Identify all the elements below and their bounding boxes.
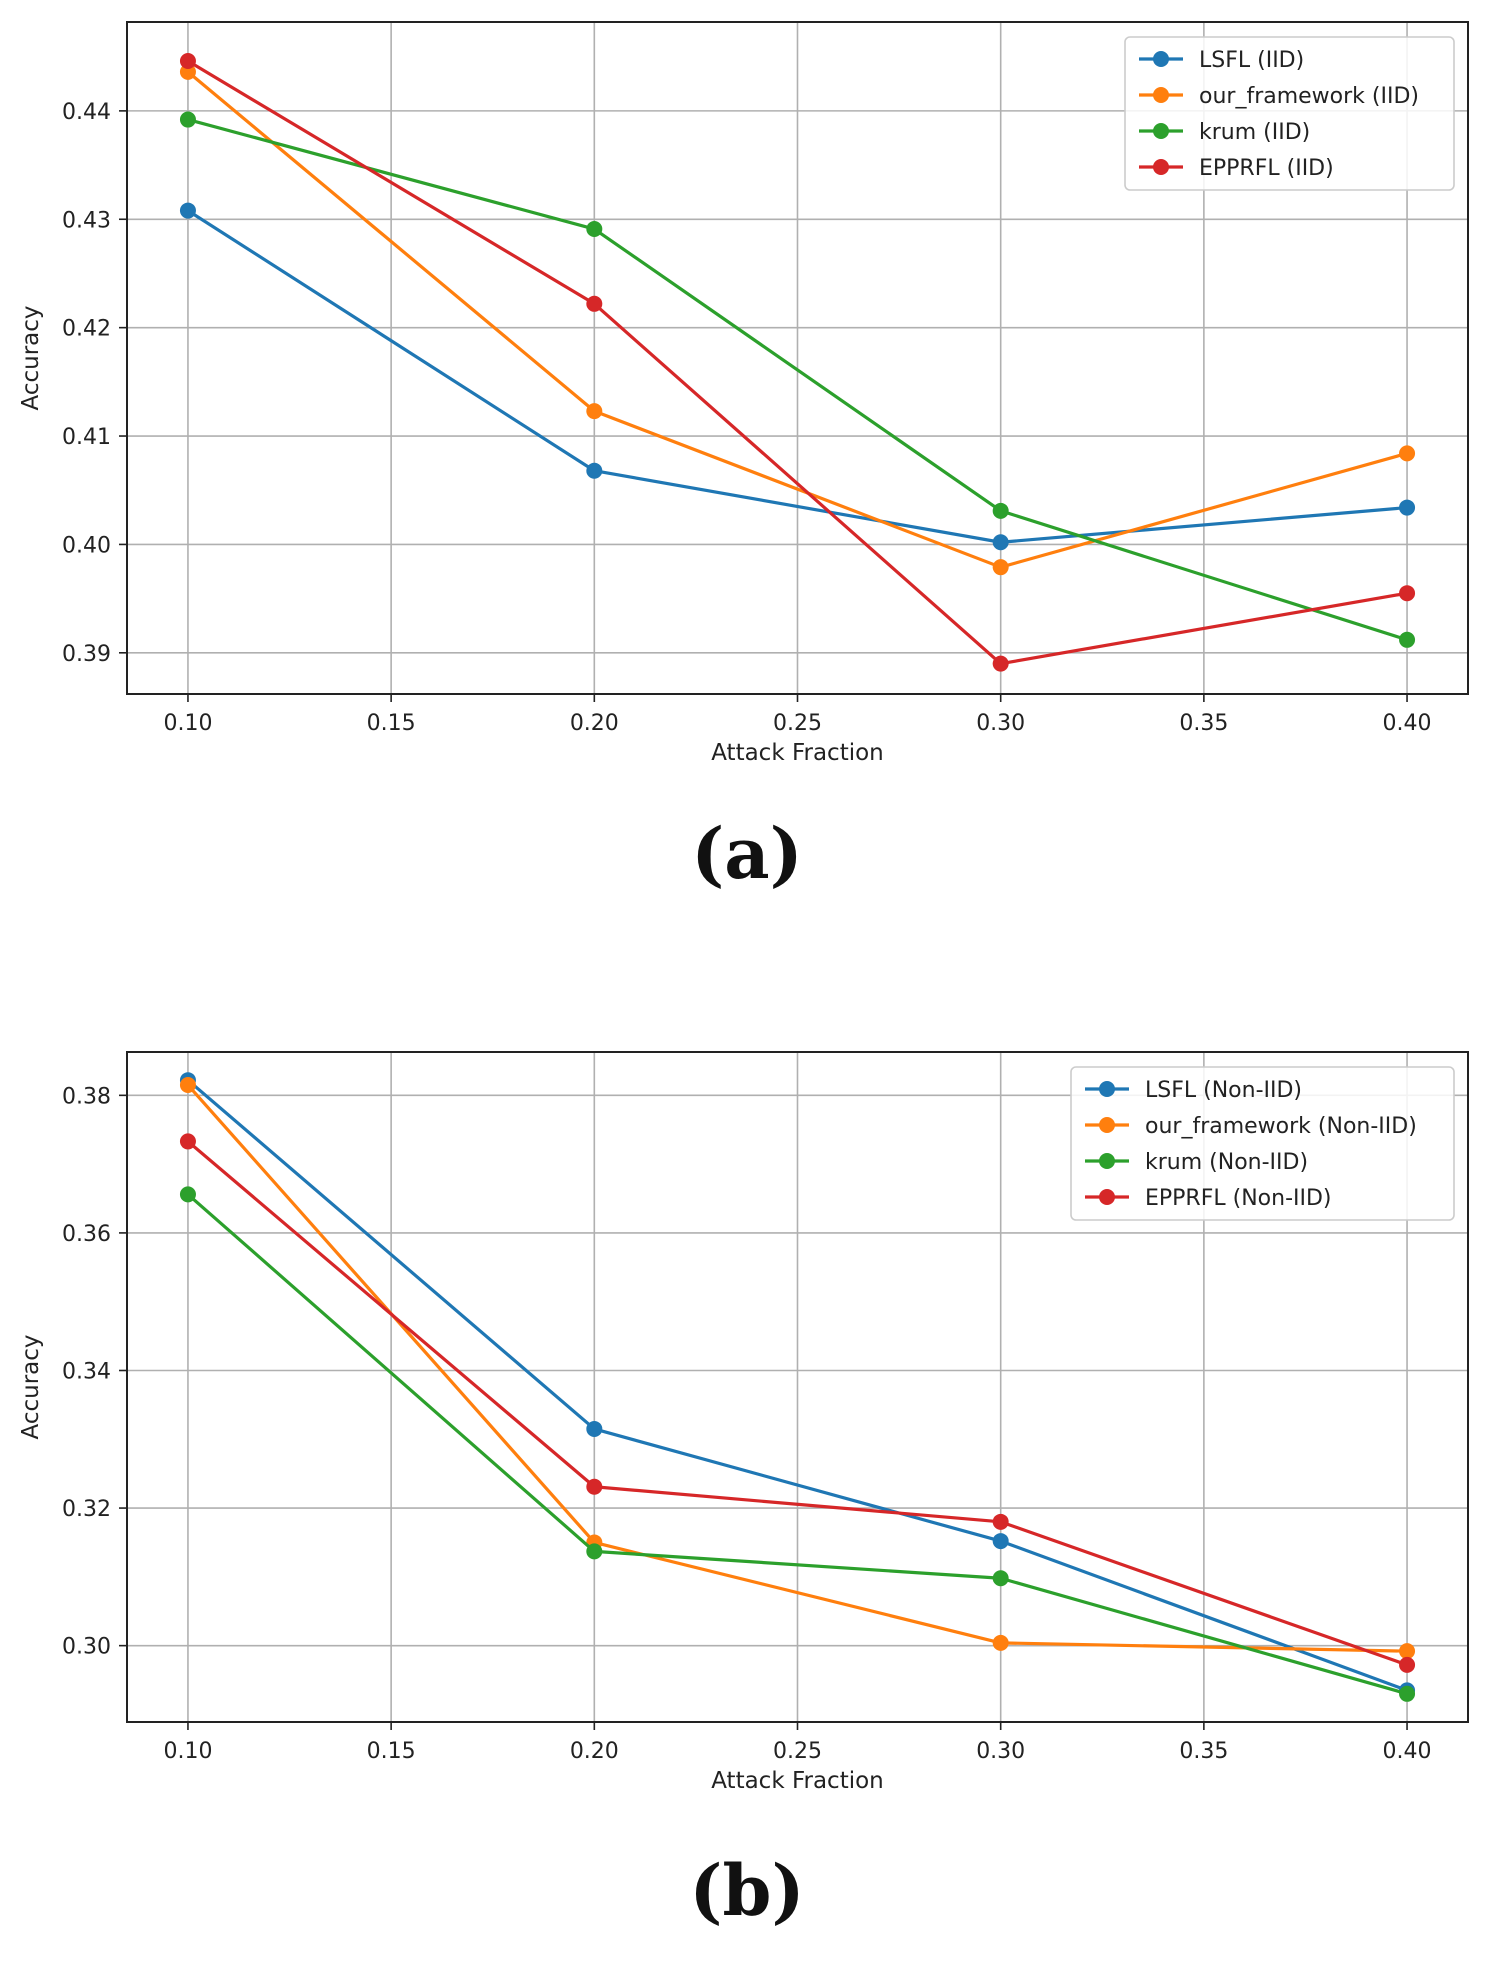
chart-a-x-tick-label: 0.15 (367, 711, 416, 736)
chart-a-legend-label-krum-iid: krum (IID) (1199, 120, 1310, 145)
chart-b-legend-marker-our-framework-non-iid (1099, 1117, 1115, 1133)
chart-a-series-line-our-framework-iid (186, 70, 1408, 569)
chart-b-data-point-krum-non-iid (992, 1570, 1009, 1587)
chart-b-y-tick-label: 0.38 (62, 1084, 111, 1109)
chart-a-series-line-lsfl-iid (187, 209, 1408, 544)
chart-a-legend: LSFL (IID) our_framework (IID) krum (IID) E… (1124, 36, 1455, 191)
chart-b-legend-marker-epprfl-non-iid (1099, 1189, 1115, 1205)
chart-a-data-point-lsfl-iid (586, 462, 603, 479)
chart-b-data-point-epprfl-non-iid (1399, 1656, 1416, 1673)
chart-a-data-point-our-framework-iid (1399, 445, 1416, 462)
chart-b-y-axis-label: Accuracy (18, 1334, 44, 1439)
chart-b-legend-marker-krum-non-iid (1099, 1153, 1115, 1169)
chart-b-data-point-epprfl-non-iid (992, 1513, 1009, 1530)
chart-b-legend-label-our-framework-non-iid: our_framework (Non-IID) (1145, 1114, 1417, 1139)
chart-a-legend-label-our-framework-iid: our_framework (IID) (1199, 84, 1419, 109)
chart-a-x-axis-label: Attack Fraction (711, 740, 884, 766)
chart-a-data-point-krum-iid (992, 502, 1009, 519)
chart-a-data-point-epprfl-iid (179, 53, 196, 70)
chart-b-y-tick-label: 0.32 (62, 1497, 111, 1522)
chart-b-legend-label-epprfl-non-iid: EPPRFL (Non-IID) (1145, 1186, 1332, 1211)
chart-b-data-point-our-framework-non-iid (1399, 1643, 1416, 1660)
chart-a-legend-label-epprfl-iid: EPPRFL (IID) (1199, 156, 1334, 181)
chart-a-y-tick-label: 0.39 (62, 642, 111, 667)
chart-a-x-tick-label: 0.10 (163, 711, 212, 736)
chart-b-x-tick-label: 0.40 (1383, 1739, 1432, 1764)
chart-a-legend-marker-our-framework-iid (1153, 87, 1169, 103)
chart-a-legend-box (1124, 36, 1455, 191)
chart-a-y-tick-label: 0.40 (62, 533, 111, 558)
chart-b-data-point-krum-non-iid (586, 1543, 603, 1560)
chart-b-data-point-lsfl-non-iid (586, 1420, 603, 1437)
chart-a-x-tick-label: 0.25 (773, 711, 822, 736)
chart-b-y-tick-label: 0.30 (62, 1635, 111, 1660)
chart-b-y-tick-label: 0.34 (62, 1359, 111, 1384)
chart-b-legend-marker-lsfl-non-iid (1099, 1081, 1115, 1097)
chart-b-x-tick-label: 0.30 (976, 1739, 1025, 1764)
chart-b-data-point-lsfl-non-iid (992, 1533, 1009, 1550)
chart-a-panel-caption: (a) (691, 812, 803, 895)
chart-b-y-tick-label: 0.36 (62, 1222, 111, 1247)
chart-b-x-tick-label: 0.20 (570, 1739, 619, 1764)
chart-a-x-tick-label: 0.40 (1383, 711, 1432, 736)
chart-b-series-line-epprfl-non-iid (186, 1140, 1408, 1667)
chart-b-series-line-krum-non-iid (186, 1193, 1408, 1696)
chart-a-legend-marker-lsfl-iid (1153, 51, 1169, 67)
chart-b-data-point-krum-non-iid (179, 1186, 196, 1203)
chart-a-y-tick-label: 0.44 (62, 100, 111, 125)
chart-a-data-point-epprfl-iid (1399, 585, 1416, 602)
chart-a-x-tick-label: 0.30 (976, 711, 1025, 736)
chart-b-data-point-krum-non-iid (1399, 1685, 1416, 1702)
chart-b-x-tick-label: 0.35 (1179, 1739, 1228, 1764)
chart-b-panel-caption: (b) (689, 1849, 804, 1932)
chart-a-data-point-our-framework-iid (586, 403, 603, 420)
chart-a-series-line-krum-iid (187, 118, 1408, 642)
chart-a-series-line-epprfl-iid (187, 59, 1408, 666)
chart-a-data-point-krum-iid (586, 221, 603, 238)
chart-b-x-tick-label: 0.15 (367, 1739, 416, 1764)
chart-a-data-point-lsfl-iid (992, 534, 1009, 551)
chart-a-y-tick-label: 0.42 (62, 317, 111, 342)
chart-b-legend: LSFL (Non-IID) our_framework (Non-IID) kru… (1070, 1066, 1455, 1221)
chart-a-data-point-epprfl-iid (586, 295, 603, 312)
chart-panel-b: 0.10 0.15 0.20 0.25 0.30 0.35 0.40 0.30 0.32 0.34… (18, 1051, 1469, 1932)
chart-b-x-tick-label: 0.25 (773, 1739, 822, 1764)
chart-a-y-tick-label: 0.41 (62, 425, 111, 450)
chart-a-data-point-epprfl-iid (992, 655, 1009, 672)
chart-b-series-line-lsfl-non-iid (186, 1078, 1408, 1692)
chart-a-legend-marker-krum-iid (1153, 123, 1169, 139)
chart-a-legend-label-lsfl-iid: LSFL (IID) (1199, 48, 1304, 73)
chart-b-data-point-epprfl-non-iid (179, 1133, 196, 1150)
chart-a-data-point-krum-iid (1399, 631, 1416, 648)
chart-b-data-point-our-framework-non-iid (179, 1077, 196, 1094)
chart-a-data-point-krum-iid (179, 111, 196, 128)
chart-a-y-tick-label: 0.43 (62, 208, 111, 233)
chart-a-data-point-lsfl-iid (179, 202, 196, 219)
chart-b-legend-label-lsfl-non-iid: LSFL (Non-IID) (1145, 1078, 1302, 1103)
chart-a-data-point-our-framework-iid (992, 559, 1009, 576)
chart-b-legend-label-krum-non-iid: krum (Non-IID) (1145, 1150, 1308, 1175)
chart-b-data-point-epprfl-non-iid (586, 1478, 603, 1495)
chart-panel-a: 0.10 0.15 0.20 0.25 0.30 0.35 0.40 0.39 0.40 0.41… (18, 21, 1469, 895)
chart-b-x-tick-label: 0.10 (163, 1739, 212, 1764)
chart-b-legend-box (1070, 1066, 1455, 1221)
chart-a-x-tick-label: 0.35 (1179, 711, 1228, 736)
chart-a-legend-marker-epprfl-iid (1153, 159, 1169, 175)
chart-b-x-axis-label: Attack Fraction (711, 1768, 884, 1794)
chart-b-data-point-our-framework-non-iid (992, 1634, 1009, 1651)
chart-a-x-tick-label: 0.20 (570, 711, 619, 736)
chart-a-data-point-lsfl-iid (1399, 499, 1416, 516)
chart-a-y-axis-label: Accuracy (18, 305, 44, 410)
